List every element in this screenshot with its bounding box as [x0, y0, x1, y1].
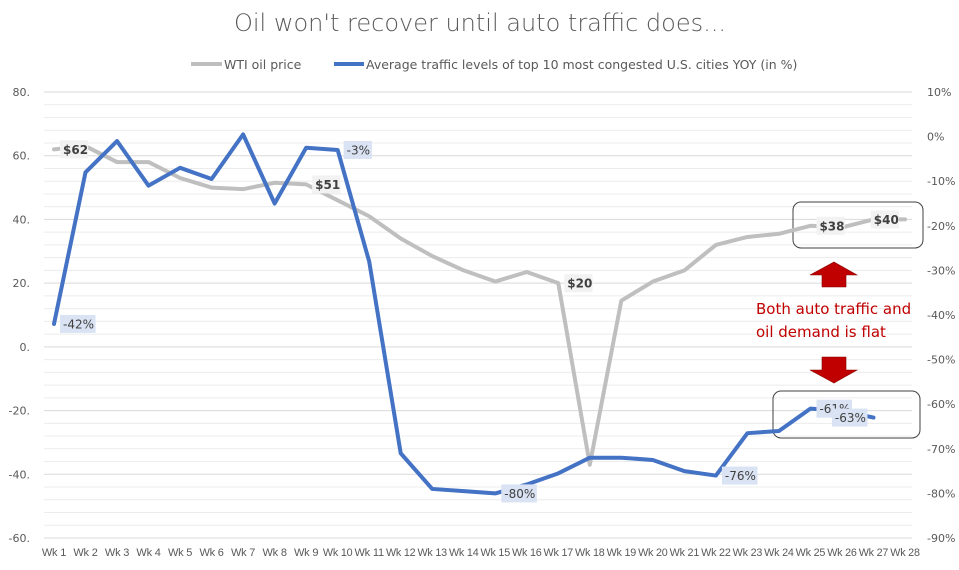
annotation-text-line1: Both auto traffic and: [756, 300, 911, 318]
right-tick-label: 10%: [927, 86, 951, 99]
legend-label-traffic: Average traffic levels of top 10 most co…: [366, 57, 797, 72]
series-lines: [52, 132, 907, 496]
data-label-text: -80%: [504, 487, 535, 501]
right-tick-label: -50%: [927, 354, 955, 367]
x-tick-label: Wk 9: [294, 547, 318, 559]
oil-data-label: $20: [564, 274, 593, 293]
x-tick-label: Wk 15: [481, 547, 511, 559]
x-tick-label: Wk 6: [199, 547, 223, 559]
x-tick-label: Wk 27: [859, 547, 889, 559]
data-labels: $62$51$20$38$40-42%-3%-80%-76%-61%-63%: [60, 140, 899, 503]
traffic-data-label: -63%: [831, 408, 868, 427]
x-tick-label: Wk 28: [890, 547, 920, 559]
x-tick-label: Wk 1: [42, 547, 66, 559]
data-label-bg: [721, 466, 758, 485]
data-label-text: $40: [874, 213, 899, 227]
x-tick-label: Wk 23: [733, 547, 763, 559]
x-tick-label: Wk 11: [355, 547, 384, 559]
x-tick-label: Wk 7: [231, 547, 255, 559]
x-tick-label: Wk 12: [386, 547, 416, 559]
oil-data-label: $40: [870, 210, 899, 229]
left-tick-label: -40.: [9, 468, 30, 481]
data-label-bg: [870, 210, 899, 229]
x-tick-label: Wk 22: [701, 547, 731, 559]
arrow-up-icon: [809, 261, 859, 288]
x-tick-label: Wk 24: [764, 547, 794, 559]
x-tick-label: Wk 2: [73, 547, 97, 559]
gridlines: [44, 91, 912, 539]
x-tick-label: Wk 20: [638, 547, 668, 559]
x-tick-label: Wk 26: [827, 547, 857, 559]
data-label-bg: [343, 140, 372, 159]
left-tick-label: 0.: [20, 341, 31, 354]
left-axis: 80. 60. 40. 20. 0. -20. -40. -60.: [9, 86, 30, 545]
data-label-text: $38: [819, 219, 844, 233]
right-tick-label: -30%: [927, 264, 955, 277]
right-tick-label: -20%: [927, 220, 955, 233]
highlight-box-oil: [792, 201, 924, 249]
traffic-data-label: -76%: [721, 466, 758, 485]
x-tick-label: Wk 5: [168, 547, 192, 559]
left-tick-label: 20.: [13, 277, 31, 290]
annotation-boxes: [772, 201, 924, 439]
right-axis: 10% 0% -10% -20% -30% -40% -50% -60% -70% -80% -90…: [927, 86, 955, 545]
traffic-data-label: -80%: [501, 484, 537, 503]
data-label-text: -63%: [835, 411, 866, 425]
data-label-bg: [564, 274, 593, 293]
arrow-down-icon: [809, 356, 859, 384]
data-label-text: -42%: [63, 317, 94, 331]
data-label-text: $20: [567, 277, 592, 291]
legend-label-oil: WTI oil price: [224, 57, 302, 72]
right-tick-label: -80%: [927, 487, 955, 500]
right-tick-label: -40%: [927, 309, 955, 322]
oil-price-line: [52, 144, 907, 467]
x-tick-label: Wk 16: [512, 547, 542, 559]
oil-data-label: $38: [816, 216, 845, 235]
x-tick-label: Wk 14: [449, 547, 479, 559]
oil-data-label: $62: [60, 140, 89, 159]
x-tick-label: Wk 4: [136, 547, 160, 559]
data-label-bg: [60, 314, 96, 333]
x-axis: Wk 1 Wk 2 Wk 3 Wk 4 Wk 5 Wk 6 Wk 7 Wk 8 Wk 9 Wk 1…: [42, 547, 920, 559]
data-label-text: $51: [315, 178, 340, 192]
left-tick-label: 80.: [13, 86, 31, 99]
data-label-text: $62: [63, 143, 88, 157]
x-tick-label: Wk 3: [105, 547, 129, 559]
left-tick-label: -60.: [9, 532, 30, 545]
data-label-bg: [831, 408, 868, 427]
legend: WTI oil price Average traffic levels of …: [191, 57, 797, 72]
data-label-text: -76%: [725, 469, 756, 483]
traffic-line: [52, 132, 876, 496]
left-tick-label: 40.: [13, 213, 31, 226]
data-label-text: -3%: [347, 143, 370, 157]
right-tick-label: -10%: [927, 175, 955, 188]
annotation-text-line2: oil demand is flat: [756, 323, 886, 341]
left-tick-label: 60.: [13, 150, 31, 163]
traffic-data-label: -42%: [60, 314, 96, 333]
x-tick-label: Wk 21: [670, 547, 700, 559]
x-tick-label: Wk 17: [544, 547, 574, 559]
x-tick-label: Wk 8: [262, 547, 286, 559]
left-tick-label: -20.: [9, 405, 30, 418]
x-tick-label: Wk 10: [323, 547, 353, 559]
data-label-bg: [501, 484, 537, 503]
traffic-data-label: -3%: [343, 140, 372, 159]
data-label-bg: [816, 216, 845, 235]
x-tick-label: Wk 18: [575, 547, 605, 559]
x-tick-label: Wk 25: [796, 547, 826, 559]
x-tick-label: Wk 19: [607, 547, 637, 559]
oil-data-label: $51: [312, 175, 341, 194]
data-label-bg: [312, 175, 341, 194]
right-tick-label: -70%: [927, 443, 955, 456]
highlight-box-traffic: [772, 390, 921, 439]
data-label-bg: [60, 140, 89, 159]
right-tick-label: -90%: [927, 532, 955, 545]
annotation: Both auto traffic and oil demand is flat: [756, 261, 911, 384]
right-tick-label: 0%: [927, 131, 944, 144]
chart-title: Oil won't recover until auto traffic doe…: [234, 9, 726, 37]
right-tick-label: -60%: [927, 398, 955, 411]
x-tick-label: Wk 13: [417, 547, 447, 559]
